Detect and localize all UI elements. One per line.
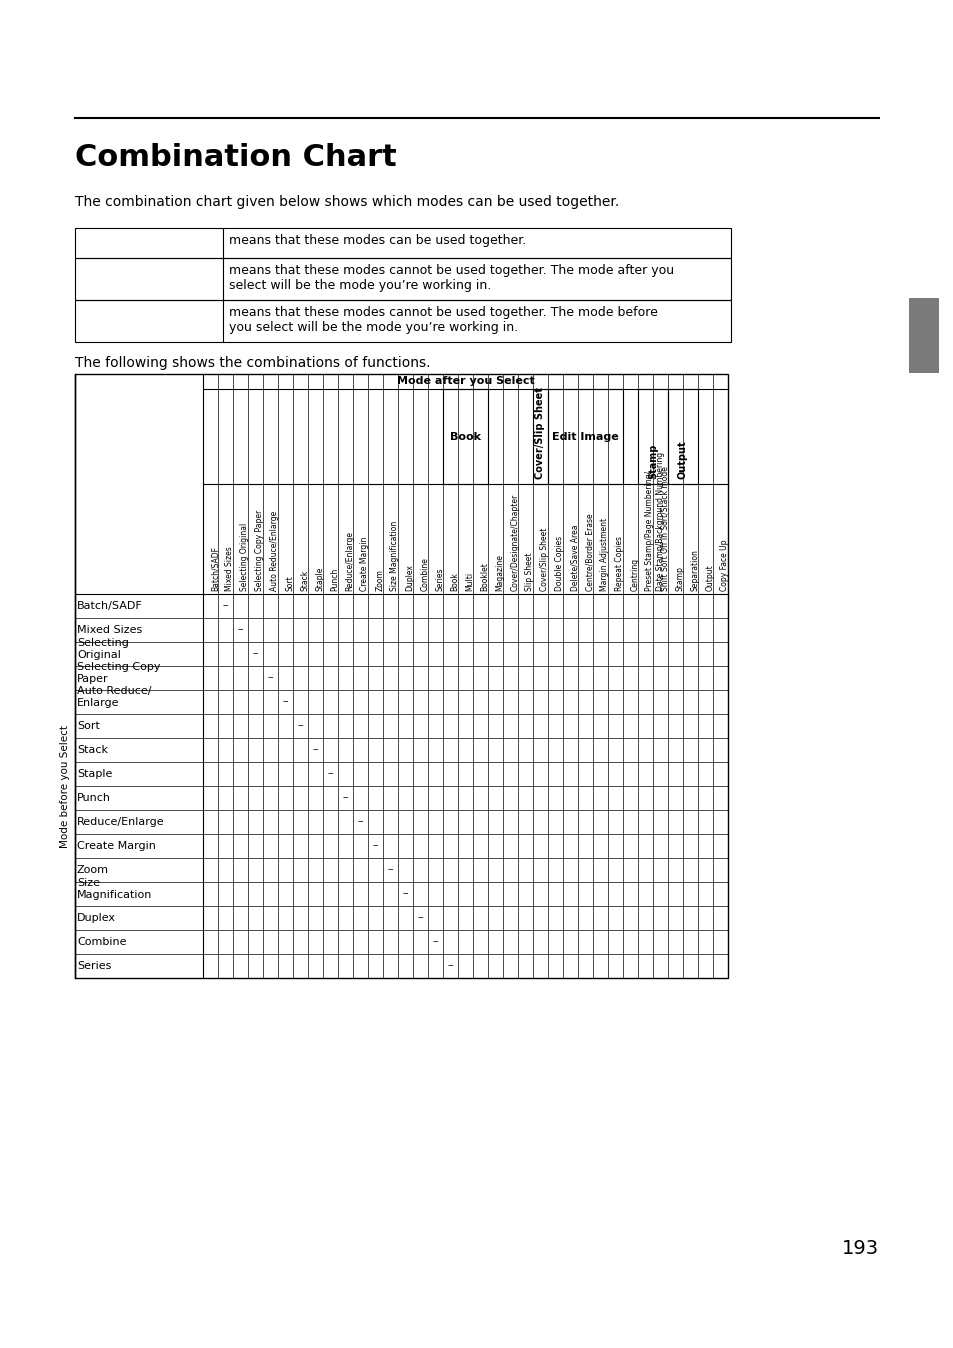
- Text: Mixed Sizes: Mixed Sizes: [225, 546, 234, 590]
- Bar: [442, 390, 488, 484]
- Text: Create Margin: Create Margin: [360, 537, 369, 590]
- Text: Preset Stamp/Page Numbering/
Date Stamp/Background Numbering: Preset Stamp/Page Numbering/ Date Stamp/…: [645, 452, 664, 590]
- Bar: [75, 301, 730, 342]
- Bar: [533, 390, 547, 484]
- Text: Mode after you Select: Mode after you Select: [396, 376, 534, 386]
- Text: --: --: [297, 721, 303, 731]
- Text: Cover/Designate/Chapter: Cover/Designate/Chapter: [510, 493, 519, 590]
- Text: Double Copies: Double Copies: [555, 537, 564, 590]
- Text: Series: Series: [77, 961, 112, 971]
- Text: Duplex: Duplex: [77, 913, 116, 923]
- Text: Repeat Copies: Repeat Copies: [615, 537, 624, 590]
- Bar: [638, 390, 667, 484]
- Text: Auto Reduce/Enlarge: Auto Reduce/Enlarge: [271, 511, 279, 590]
- Text: --: --: [237, 625, 244, 635]
- Text: Multi: Multi: [465, 572, 474, 590]
- Text: Auto Reduce/
Enlarge: Auto Reduce/ Enlarge: [77, 686, 152, 708]
- Text: Stack: Stack: [300, 570, 309, 590]
- Text: Create Margin: Create Margin: [77, 841, 155, 851]
- Text: Edit Image: Edit Image: [552, 431, 618, 442]
- Text: Zoom: Zoom: [375, 569, 384, 590]
- Text: Selecting Original: Selecting Original: [240, 523, 250, 590]
- Text: Reduce/Enlarge: Reduce/Enlarge: [345, 531, 355, 590]
- Text: --: --: [222, 601, 229, 611]
- Text: Selecting
Original: Selecting Original: [77, 638, 129, 661]
- Text: Sort: Sort: [285, 576, 294, 590]
- Text: Selecting Copy Paper: Selecting Copy Paper: [255, 510, 264, 590]
- Bar: [75, 257, 730, 301]
- Text: Margin Adjustment: Margin Adjustment: [599, 518, 609, 590]
- Text: Output: Output: [705, 565, 714, 590]
- Text: --: --: [327, 770, 334, 779]
- Text: Mixed Sizes: Mixed Sizes: [77, 625, 142, 635]
- Text: Centre/Border Erase: Centre/Border Erase: [585, 514, 594, 590]
- Text: --: --: [282, 697, 289, 706]
- Text: Zoom: Zoom: [77, 865, 109, 875]
- Text: Stamp: Stamp: [675, 566, 684, 590]
- Text: --: --: [416, 914, 423, 922]
- Text: 193: 193: [841, 1239, 878, 1258]
- Text: Punch: Punch: [330, 568, 339, 590]
- Text: --: --: [356, 817, 363, 826]
- Text: Reduce/Enlarge: Reduce/Enlarge: [77, 817, 165, 828]
- Text: --: --: [447, 961, 454, 971]
- Text: means that these modes can be used together.: means that these modes can be used toget…: [229, 235, 526, 247]
- Text: means that these modes cannot be used together. The mode before
you select will : means that these modes cannot be used to…: [229, 306, 658, 334]
- Text: --: --: [267, 674, 274, 682]
- Text: --: --: [342, 794, 349, 802]
- Text: Mode before you Select: Mode before you Select: [60, 724, 70, 848]
- Text: Stamp: Stamp: [647, 443, 658, 479]
- Text: Staple: Staple: [77, 768, 112, 779]
- Text: means that these modes cannot be used together. The mode after you
select will b: means that these modes cannot be used to…: [229, 264, 674, 293]
- Text: --: --: [402, 890, 408, 899]
- Text: Batch/SADF: Batch/SADF: [77, 601, 143, 611]
- Text: Series: Series: [435, 568, 444, 590]
- Text: Duplex: Duplex: [405, 563, 414, 590]
- Text: Stack: Stack: [77, 745, 108, 755]
- Text: Delete/Save Area: Delete/Save Area: [570, 524, 578, 590]
- Text: --: --: [312, 745, 318, 755]
- Bar: [547, 390, 622, 484]
- Text: Combine: Combine: [77, 937, 127, 948]
- Text: Separation: Separation: [690, 549, 699, 590]
- Text: The combination chart given below shows which modes can be used together.: The combination chart given below shows …: [75, 195, 618, 209]
- Bar: [75, 373, 727, 979]
- Text: Book: Book: [450, 431, 480, 442]
- Text: The following shows the combinations of functions.: The following shows the combinations of …: [75, 356, 430, 369]
- Text: Combination Chart: Combination Chart: [75, 143, 396, 173]
- Text: --: --: [372, 841, 378, 851]
- Text: --: --: [432, 937, 438, 946]
- Text: --: --: [387, 865, 394, 875]
- Text: Output: Output: [678, 441, 687, 479]
- Text: Cover/Slip Sheet: Cover/Slip Sheet: [540, 527, 549, 590]
- Text: Selecting Copy
Paper: Selecting Copy Paper: [77, 662, 160, 685]
- Text: Slip Sheet: Slip Sheet: [525, 553, 534, 590]
- Bar: [75, 228, 730, 257]
- Text: Magazine: Magazine: [495, 554, 504, 590]
- Text: Staple: Staple: [315, 566, 324, 590]
- Text: Book: Book: [450, 572, 459, 590]
- Text: Centring: Centring: [630, 558, 639, 590]
- Text: Shift Sort Off In Sort/Stack mode: Shift Sort Off In Sort/Stack mode: [659, 466, 669, 590]
- Text: Sort: Sort: [77, 721, 100, 731]
- Text: --: --: [252, 650, 258, 659]
- Text: Punch: Punch: [77, 793, 111, 803]
- Text: Booklet: Booklet: [480, 562, 489, 590]
- Text: Copy Face Up: Copy Face Up: [720, 539, 729, 590]
- Text: Cover/Slip Sheet: Cover/Slip Sheet: [535, 387, 545, 479]
- Text: Size
Magnification: Size Magnification: [77, 878, 152, 900]
- Text: Batch/SADF: Batch/SADF: [211, 546, 219, 590]
- Bar: [667, 390, 698, 484]
- Text: Combine: Combine: [420, 557, 429, 590]
- Text: Size Magnification: Size Magnification: [390, 520, 399, 590]
- Bar: [908, 298, 938, 373]
